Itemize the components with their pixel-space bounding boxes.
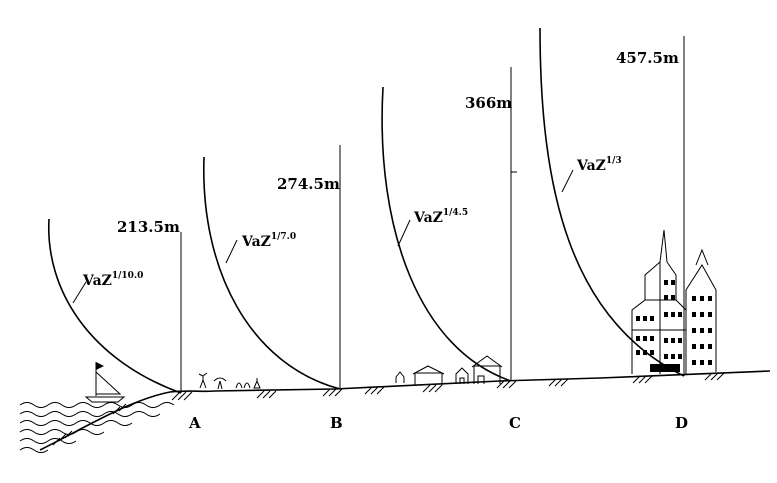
law-exp-b: 1/7.0 xyxy=(271,232,296,242)
height-label-a: 213.5m xyxy=(117,218,180,236)
law-exp-d: 1/3 xyxy=(606,156,622,166)
profile-curve-c xyxy=(381,86,512,382)
house-icon xyxy=(395,355,503,385)
sailboat-icon xyxy=(84,362,126,403)
leader-a xyxy=(72,281,87,304)
vegetation-icon xyxy=(198,372,261,390)
power-law-label-b: VaZ1/7.0 xyxy=(241,232,296,250)
sea-waves xyxy=(19,402,175,453)
profile-curve-a xyxy=(48,218,182,394)
site-label-d: D xyxy=(675,414,688,432)
site-label-b: B xyxy=(330,414,343,432)
power-law-label-a: VaZ1/10.0 xyxy=(82,271,143,289)
leader-d xyxy=(561,169,574,193)
law-base-d: VaZ xyxy=(576,158,606,174)
profile-curve-b xyxy=(203,156,341,390)
ground-line xyxy=(39,370,771,451)
law-base-b: VaZ xyxy=(241,234,271,250)
law-base-c: VaZ xyxy=(413,210,443,226)
site-label-c: C xyxy=(509,414,521,432)
power-law-label-d: VaZ1/3 xyxy=(576,156,622,174)
profile-curve-d xyxy=(539,27,685,377)
leader-b xyxy=(225,239,238,264)
height-label-c: 366m xyxy=(465,94,512,112)
height-label-b: 274.5m xyxy=(277,175,340,193)
law-exp-c: 1/4.5 xyxy=(443,208,468,218)
power-law-label-c: VaZ1/4.5 xyxy=(413,208,468,226)
city-skyline-icon xyxy=(631,229,717,374)
law-base-a: VaZ xyxy=(82,273,112,289)
law-exp-a: 1/10.0 xyxy=(112,271,143,281)
leader-c xyxy=(397,219,411,247)
height-label-d: 457.5m xyxy=(616,49,679,67)
site-label-a: A xyxy=(188,414,201,432)
ground-hatching xyxy=(52,372,725,446)
